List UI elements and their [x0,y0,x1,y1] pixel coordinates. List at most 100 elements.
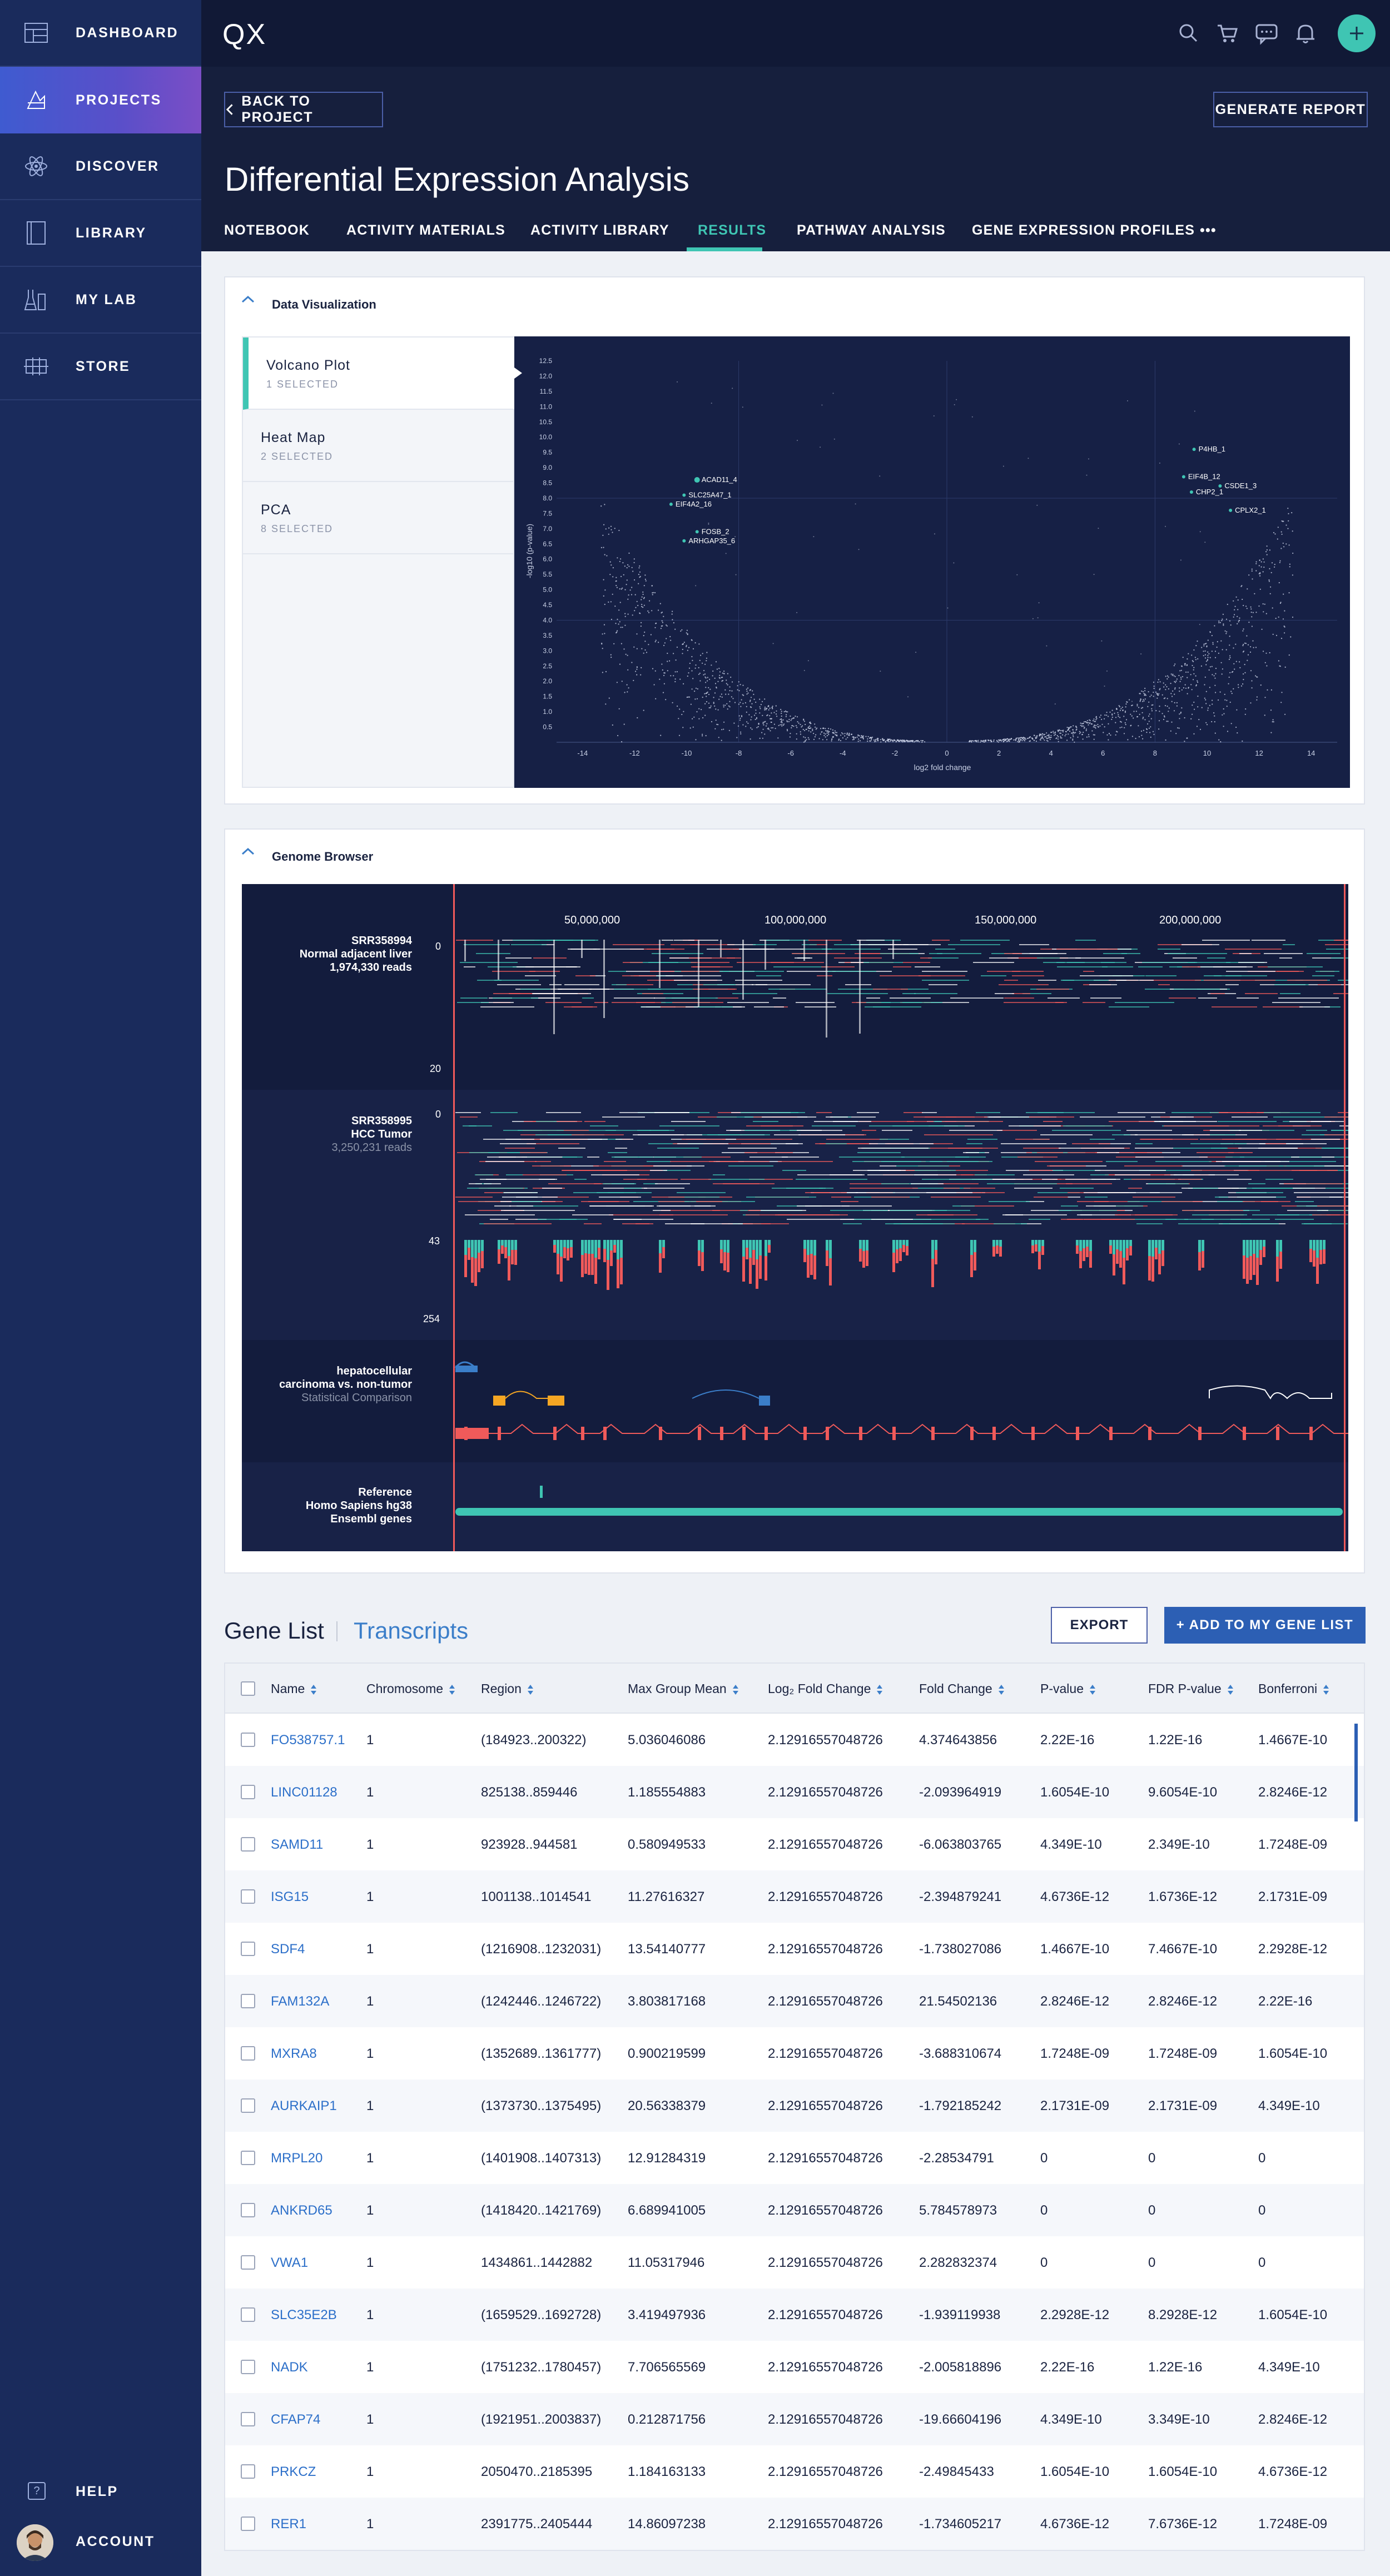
chat-icon[interactable] [1254,21,1279,46]
cell-gene-name[interactable]: FAM132A [271,1994,330,2009]
export-button[interactable]: EXPORT [1051,1607,1148,1644]
table-row[interactable]: VWA1 1 1434861..1442882 11.05317946 2.129165… [225,2236,1364,2289]
cell-gene-name[interactable]: SAMD11 [271,1837,324,1852]
table-row[interactable]: MXRA8 1 (1352689..1361777) 0.900219599 2.129… [225,2027,1364,2079]
tab-gene-expression-profiles[interactable]: GENE EXPRESSION PROFILES [972,222,1195,238]
row-checkbox[interactable] [241,2307,255,2322]
cell-gene-name[interactable]: CFAP74 [271,2412,321,2427]
cell-gene-name[interactable]: VWA1 [271,2255,309,2270]
column-header-fold-change[interactable]: Fold Change [919,1681,1005,1696]
table-row[interactable]: NADK 1 (1751232..1780457) 7.706565569 2.1291… [225,2341,1364,2393]
cell-gene-name[interactable]: AURKAIP1 [271,2098,337,2113]
row-checkbox[interactable] [241,2046,255,2061]
row-checkbox[interactable] [241,1837,255,1852]
select-all-checkbox[interactable] [241,1681,255,1696]
table-row[interactable]: FO538757.1 1 (184923..200322) 5.036046086 2.… [225,1714,1364,1766]
table-row[interactable]: PRKCZ 1 2050470..2185395 1.184163133 2.12916… [225,2445,1364,2498]
row-checkbox[interactable] [241,2360,255,2374]
table-row[interactable]: SLC35E2B 1 (1659529..1692728) 3.419497936 2.… [225,2289,1364,2341]
add-button[interactable] [1338,14,1376,52]
column-header-region[interactable]: Region [481,1681,534,1696]
search-icon[interactable] [1176,21,1201,46]
row-checkbox[interactable] [241,1889,255,1904]
column-header-bonferroni[interactable]: Bonferroni [1258,1681,1329,1696]
cell-gene-name[interactable]: SDF4 [271,1942,305,1957]
table-row[interactable]: FAM132A 1 (1242446..1246722) 3.803817168 2.1… [225,1975,1364,2027]
sidebar-item-projects[interactable]: PROJECTS [0,67,201,133]
right-bound-marker[interactable] [1344,884,1346,1551]
row-checkbox[interactable] [241,2517,255,2531]
highlighted-point[interactable] [1229,508,1233,512]
gene-list-tab[interactable]: Gene List [224,1617,324,1644]
table-row[interactable]: MRPL20 1 (1401908..1407313) 12.91284319 2.12… [225,2132,1364,2184]
highlighted-point[interactable] [694,477,700,483]
cell-gene-name[interactable]: NADK [271,2360,308,2375]
highlighted-point[interactable] [669,502,673,506]
sidebar-item-dashboard[interactable]: DASHBOARD [0,0,201,67]
cell-gene-name[interactable]: PRKCZ [271,2464,316,2479]
highlighted-point[interactable] [1182,475,1185,479]
sidebar-item-account[interactable]: ACCOUNT [0,2517,201,2567]
table-row[interactable]: AURKAIP1 1 (1373730..1375495) 20.56338379 2.… [225,2079,1364,2132]
chevron-up-icon[interactable] [241,846,255,857]
row-checkbox[interactable] [241,2151,255,2165]
column-header-max-group-mean[interactable]: Max Group Mean [628,1681,739,1696]
chart-item-pca[interactable]: PCA 8 SELECTED [243,482,514,554]
left-bound-marker[interactable] [453,884,455,1551]
table-scrollbar[interactable] [1354,1724,1358,1821]
table-row[interactable]: RER1 1 2391775..2405444 14.86097238 2.129165… [225,2498,1364,2550]
table-row[interactable]: SAMD11 1 923928..944581 0.580949533 2.129165… [225,1818,1364,1870]
column-header-p-value[interactable]: P-value [1040,1681,1096,1696]
row-checkbox[interactable] [241,2412,255,2426]
row-checkbox[interactable] [241,2098,255,2113]
highlighted-point[interactable] [1218,484,1222,488]
app-logo[interactable]: QX [222,18,267,51]
sidebar-item-help[interactable]: ? HELP [0,2466,201,2517]
row-checkbox[interactable] [241,1942,255,1956]
column-header-name[interactable]: Name [271,1681,317,1696]
tab-activity-library[interactable]: ACTIVITY LIBRARY [530,222,669,238]
highlighted-point[interactable] [1189,490,1193,494]
bell-icon[interactable] [1293,21,1318,46]
highlighted-point[interactable] [695,530,699,534]
row-checkbox[interactable] [241,1785,255,1799]
table-row[interactable]: CFAP74 1 (1921951..2003837) 0.212871756 2.12… [225,2393,1364,2445]
chart-item-heat-map[interactable]: Heat Map 2 SELECTED [243,410,514,482]
cell-gene-name[interactable]: ISG15 [271,1889,309,1904]
chevron-up-icon[interactable] [241,294,255,305]
sidebar-item-my-lab[interactable]: MY LAB [0,267,201,334]
column-header-log2-fold-change[interactable]: Log₂ Fold Change [768,1681,883,1696]
highlighted-point[interactable] [682,539,686,543]
cell-gene-name[interactable]: FO538757.1 [271,1733,345,1748]
more-tabs-icon[interactable]: ••• [1200,222,1217,238]
tab-activity-materials[interactable]: ACTIVITY MATERIALS [346,222,505,238]
table-row[interactable]: LINC01128 1 825138..859446 1.185554883 2.129… [225,1766,1364,1818]
transcripts-tab[interactable]: Transcripts [354,1617,469,1644]
row-checkbox[interactable] [241,1994,255,2008]
chart-item-volcano-plot[interactable]: Volcano Plot 1 SELECTED [243,337,514,410]
highlighted-point[interactable] [682,493,686,497]
row-checkbox[interactable] [241,2464,255,2479]
cell-gene-name[interactable]: SLC35E2B [271,2307,337,2322]
cell-gene-name[interactable]: RER1 [271,2517,307,2532]
sidebar-item-discover[interactable]: DISCOVER [0,133,201,200]
row-checkbox[interactable] [241,2203,255,2217]
tab-notebook[interactable]: NOTEBOOK [224,222,310,238]
row-checkbox[interactable] [241,1733,255,1747]
sidebar-item-store[interactable]: STORE [0,334,201,400]
cell-gene-name[interactable]: ANKRD65 [271,2203,332,2218]
add-to-gene-list-button[interactable]: + ADD TO MY GENE LIST [1164,1607,1366,1644]
highlighted-point[interactable] [1192,448,1196,451]
cart-icon[interactable] [1215,21,1240,46]
generate-report-button[interactable]: GENERATE REPORT [1213,92,1368,127]
table-row[interactable]: SDF4 1 (1216908..1232031) 13.54140777 2.1291… [225,1923,1364,1975]
cell-gene-name[interactable]: LINC01128 [271,1785,337,1800]
back-to-project-button[interactable]: BACK TO PROJECT [224,92,383,127]
tab-results[interactable]: RESULTS [698,222,767,238]
table-row[interactable]: ANKRD65 1 (1418420..1421769) 6.689941005 2.1… [225,2184,1364,2236]
column-header-chromosome[interactable]: Chromosome [366,1681,455,1696]
column-header-fdr-p-value[interactable]: FDR P-value [1148,1681,1234,1696]
sidebar-item-library[interactable]: LIBRARY [0,200,201,267]
row-checkbox[interactable] [241,2255,255,2270]
tab-pathway-analysis[interactable]: PATHWAY ANALYSIS [797,222,946,238]
